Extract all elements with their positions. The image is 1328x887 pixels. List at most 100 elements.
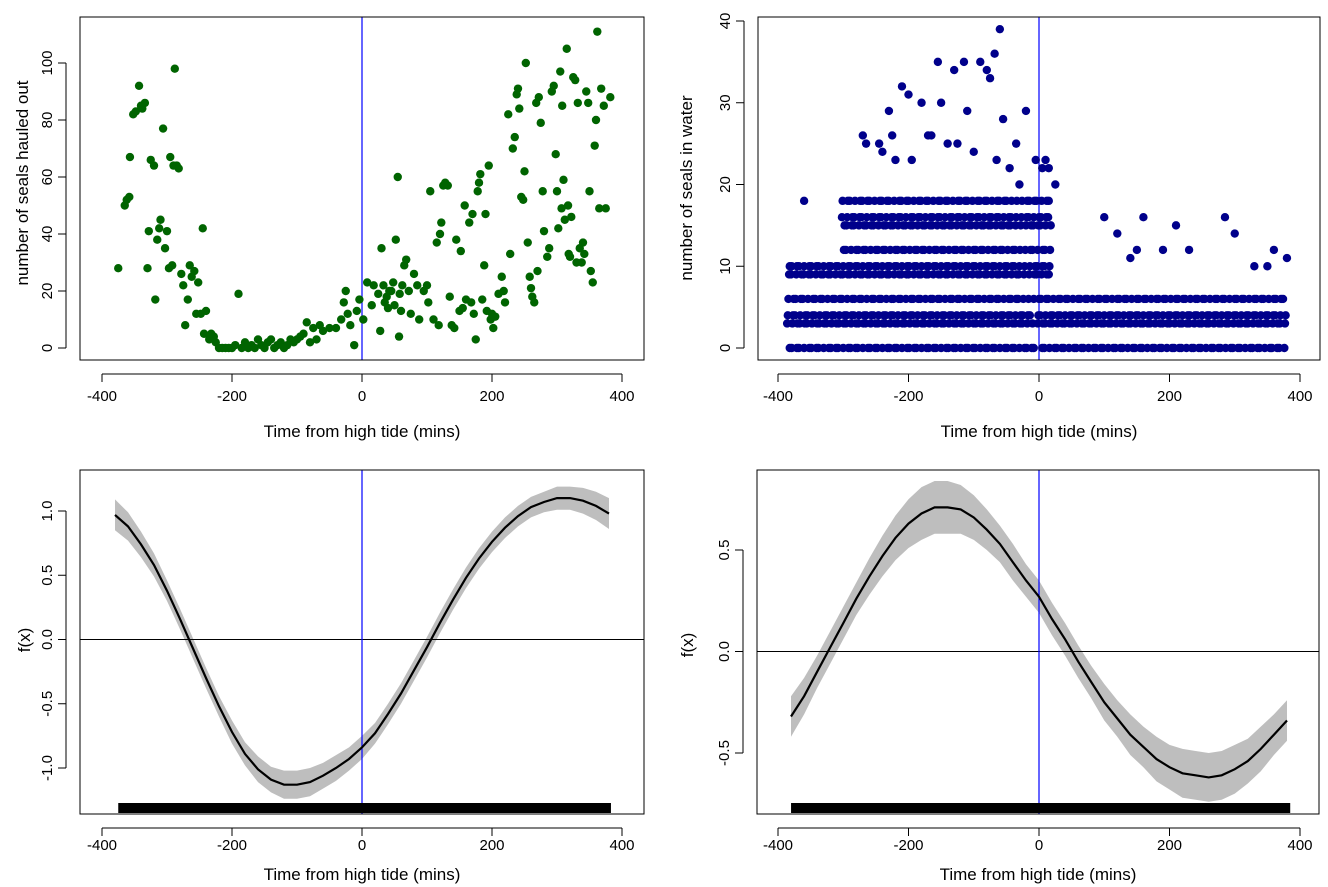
data-point	[181, 321, 190, 330]
data-point	[597, 84, 606, 93]
data-point	[534, 93, 543, 102]
y-tick-label: 30	[717, 94, 734, 111]
data-point	[936, 98, 946, 107]
data-point	[266, 335, 276, 344]
data-point	[305, 338, 315, 347]
data-point	[437, 218, 446, 227]
data-point	[1282, 253, 1292, 263]
y-axis: 0 20 40 60 80 100	[39, 50, 67, 352]
data-point	[1044, 270, 1053, 279]
data-point	[588, 278, 597, 287]
data-point	[460, 201, 469, 210]
data-point	[343, 309, 352, 318]
data-point	[552, 187, 562, 196]
x-axis-title: Time from high tide (mins)	[941, 422, 1138, 441]
data-points	[782, 24, 1292, 353]
data-point	[1278, 294, 1288, 304]
data-point	[183, 295, 192, 304]
data-point	[1029, 343, 1038, 353]
data-point	[995, 24, 1005, 34]
data-point	[927, 131, 936, 140]
data-point	[933, 57, 943, 67]
panel-smooth-in-water: -400 -200 0 200 400 -0.5 0.0 0.5 Time from hig…	[678, 469, 1320, 884]
y-tick-label: 0.5	[716, 540, 733, 561]
data-point	[450, 323, 459, 333]
y-tick-label: 1.0	[39, 501, 56, 522]
plot-frame	[79, 469, 645, 815]
data-point	[393, 172, 402, 182]
data-point	[250, 343, 259, 353]
data-point	[426, 187, 435, 196]
panel-smooth-hauled-out: -400 -200 0 200 400 -1.0 -0.5 0.0 0.5 1.0 Time f…	[15, 469, 645, 884]
x-tick-label: 400	[1287, 388, 1312, 405]
data-point	[1046, 221, 1055, 230]
data-point	[1051, 180, 1060, 189]
x-axis-title: Time from high tide (mins)	[264, 865, 461, 884]
data-point	[497, 272, 506, 281]
plot-frame	[79, 16, 645, 361]
data-point	[523, 238, 532, 247]
x-tick-label: 400	[1287, 837, 1312, 854]
data-point	[140, 98, 150, 108]
data-point	[398, 281, 407, 290]
data-point	[562, 44, 571, 53]
data-point	[897, 82, 907, 91]
data-point	[556, 67, 565, 76]
data-point	[582, 87, 591, 96]
data-point	[199, 329, 209, 338]
data-point	[976, 57, 985, 67]
x-tick-label: -400	[763, 837, 793, 854]
data-point	[1280, 343, 1289, 353]
data-point	[468, 209, 477, 219]
data-point	[394, 332, 404, 341]
data-point	[312, 335, 321, 344]
data-point	[904, 90, 913, 99]
data-point	[156, 215, 165, 224]
data-point	[536, 118, 545, 128]
data-point	[190, 266, 199, 276]
data-point	[198, 224, 207, 233]
data-point	[884, 106, 894, 116]
data-point	[990, 49, 999, 58]
data-point	[554, 224, 563, 233]
x-tick-label: 400	[609, 837, 634, 854]
x-tick-label: 0	[358, 837, 366, 854]
x-tick-label: -200	[893, 388, 923, 405]
data-point	[504, 110, 513, 119]
data-point	[174, 164, 183, 173]
data-point	[563, 201, 573, 210]
x-axis: -400 -200 0 200 400	[763, 827, 1313, 854]
data-point	[409, 269, 419, 279]
data-point	[350, 340, 359, 350]
data-point	[858, 131, 868, 140]
data-point	[415, 315, 424, 324]
reference-lines	[757, 470, 1319, 814]
data-point	[474, 178, 484, 187]
data-point	[484, 161, 493, 170]
data-point	[331, 323, 341, 333]
data-point	[489, 323, 498, 333]
data-point	[387, 286, 396, 296]
data-point	[595, 204, 604, 213]
smooth-curve-layer	[114, 497, 611, 813]
data-point	[367, 301, 376, 310]
data-point	[1025, 311, 1035, 320]
data-point	[1263, 262, 1272, 271]
data-point	[402, 255, 411, 264]
y-axis: -0.5 0.0 0.5	[716, 540, 744, 766]
data-point	[325, 323, 334, 333]
data-point	[131, 107, 140, 116]
data-point	[395, 289, 404, 299]
data-point	[887, 131, 897, 140]
data-point	[1250, 262, 1259, 271]
data-point	[500, 298, 510, 307]
data-point	[153, 235, 162, 244]
data-point	[907, 155, 916, 165]
data-point	[476, 169, 485, 179]
y-tick-label: 80	[39, 112, 56, 129]
data-point	[580, 249, 589, 259]
data-point	[194, 278, 203, 287]
data-points	[114, 27, 615, 353]
data-point	[337, 315, 346, 324]
